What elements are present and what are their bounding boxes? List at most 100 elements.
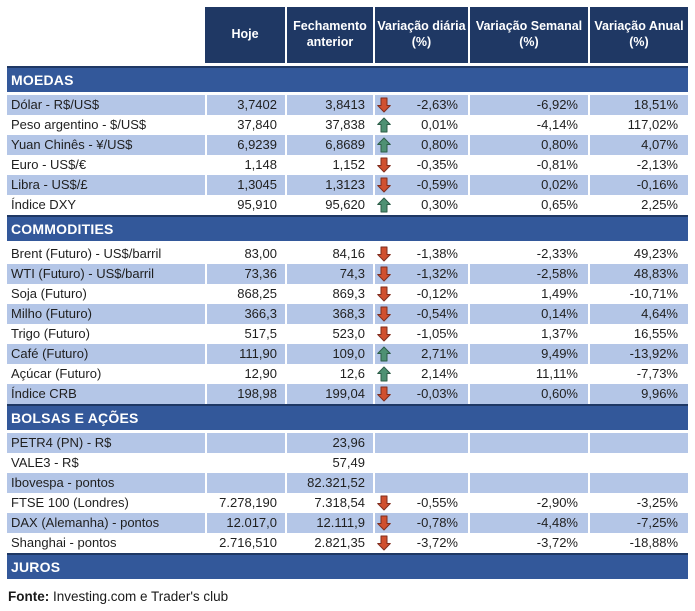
cell-fechamento-anterior: 82.321,52 [285, 473, 373, 493]
cell-hoje: 6,9239 [205, 135, 285, 155]
cell-variacao-semanal: 1,37% [468, 324, 588, 344]
section-title: COMMODITIES [11, 221, 114, 237]
cell-fechamento-anterior: 74,3 [285, 264, 373, 284]
cell-fechamento-anterior: 3,8413 [285, 95, 373, 115]
cell-hoje: 7.278,190 [205, 493, 285, 513]
row-label: Café (Futuro) [7, 344, 205, 364]
down-arrow-icon [377, 97, 391, 113]
cell-hoje: 2.716,510 [205, 533, 285, 553]
variacao-diaria-value: 0,01% [421, 117, 458, 132]
cell-fechamento-anterior: 23,96 [285, 433, 373, 453]
cell-fechamento-anterior: 523,0 [285, 324, 373, 344]
cell-variacao-semanal [468, 433, 588, 453]
cell-variacao-semanal: -2,90% [468, 493, 588, 513]
cell-variacao-semanal: -2,33% [468, 244, 588, 264]
header-corner-cell [7, 7, 205, 63]
down-arrow-icon [377, 246, 391, 262]
section-title: JUROS [11, 559, 61, 575]
table-body: MOEDAS Dólar - R$/US$ 3,7402 3,8413 -2,63% -6… [7, 66, 688, 579]
row-label: Shanghai - pontos [11, 535, 117, 550]
cell-hoje [205, 433, 285, 453]
up-arrow-icon [377, 346, 391, 362]
table-row-milho-futuro: Milho (Futuro) 366,3 368,3 -0,54% 0,14% 4,64% [7, 304, 688, 324]
row-label: Euro - US$/€ [11, 157, 87, 172]
cell-variacao-diaria: -0,54% [373, 304, 468, 324]
variacao-diaria-value: -0,03% [416, 386, 458, 401]
down-arrow-icon [377, 515, 391, 531]
cell-fechamento-anterior: 84,16 [285, 244, 373, 264]
variacao-diaria-value: -0,59% [416, 177, 458, 192]
variacao-diaria-value: 0,80% [421, 137, 458, 152]
variacao-diaria-value: -0,78% [416, 515, 458, 530]
cell-variacao-diaria: -0,78% [373, 513, 468, 533]
cell-hoje: 12,90 [205, 364, 285, 384]
source-label: Fonte: [8, 589, 50, 604]
table-row-brent-futuro-us-barril: Brent (Futuro) - US$/barril 83,00 84,16 -1,… [7, 244, 688, 264]
cell-variacao-anual: 4,64% [588, 304, 688, 324]
cell-fechamento-anterior: 12,6 [285, 364, 373, 384]
variacao-diaria-value: -0,54% [416, 306, 458, 321]
cell-variacao-semanal: 1,49% [468, 284, 588, 304]
cell-hoje [205, 453, 285, 473]
table-row-peso-argentino-us: Peso argentino - $/US$ 37,840 37,838 0,01% -… [7, 115, 688, 135]
cell-variacao-diaria: 0,30% [373, 195, 468, 215]
cell-variacao-diaria: -1,32% [373, 264, 468, 284]
variacao-diaria-value: -0,35% [416, 157, 458, 172]
cell-variacao-semanal: 0,65% [468, 195, 588, 215]
table-row-vale3-r: VALE3 - R$ 57,49 [7, 453, 688, 473]
table-row-ftse-100-londres: FTSE 100 (Londres) 7.278,190 7.318,54 -0,55… [7, 493, 688, 513]
row-label: Dólar - R$/US$ [7, 95, 205, 115]
cell-hoje: 12.017,0 [205, 513, 285, 533]
row-label: Brent (Futuro) - US$/barril [11, 246, 162, 261]
cell-hoje [205, 473, 285, 493]
column-header-variacao-semanal: Variação Semanal (%) [468, 7, 588, 63]
cell-variacao-semanal: -4,14% [468, 115, 588, 135]
cell-variacao-diaria: -0,35% [373, 155, 468, 175]
cell-fechamento-anterior: 6,8689 [285, 135, 373, 155]
cell-fechamento-anterior: 2.821,35 [285, 533, 373, 553]
column-header-row: Hoje Fechamento anterior Variação diária… [7, 7, 688, 63]
cell-variacao-anual: 49,23% [588, 244, 688, 264]
source-note: Fonte: Investing.com e Trader's club [7, 589, 688, 604]
cell-variacao-anual: -7,73% [588, 364, 688, 384]
row-label: Yuan Chinês - ¥/US$ [7, 135, 205, 155]
cell-variacao-anual: -13,92% [588, 344, 688, 364]
cell-variacao-diaria [373, 473, 468, 493]
down-arrow-icon [377, 495, 391, 511]
row-label: Soja (Futuro) [11, 286, 87, 301]
cell-fechamento-anterior: 1,3123 [285, 175, 373, 195]
cell-hoje: 1,148 [205, 155, 285, 175]
table-row-wti-futuro-us-barril: WTI (Futuro) - US$/barril 73,36 74,3 -1,32%… [7, 264, 688, 284]
up-arrow-icon [377, 197, 391, 213]
down-arrow-icon [377, 177, 391, 193]
cell-hoje: 198,98 [205, 384, 285, 404]
cell-variacao-diaria: -2,63% [373, 95, 468, 115]
row-label: FTSE 100 (Londres) [11, 495, 129, 510]
down-arrow-icon [377, 306, 391, 322]
cell-hoje: 73,36 [205, 264, 285, 284]
variacao-diaria-value: -1,38% [416, 246, 458, 261]
cell-fechamento-anterior: 1,152 [285, 155, 373, 175]
cell-fechamento-anterior: 869,3 [285, 284, 373, 304]
down-arrow-icon [377, 535, 391, 551]
cell-variacao-anual: -7,25% [588, 513, 688, 533]
variacao-diaria-value: -2,63% [416, 97, 458, 112]
table-row-euro-us: Euro - US$/€ 1,148 1,152 -0,35% -0,81% -2,13% [7, 155, 688, 175]
row-label: Libra - US$/£ [7, 175, 205, 195]
section-header-commodities: COMMODITIES [7, 215, 688, 241]
variacao-diaria-value: 2,14% [421, 366, 458, 381]
section-title: MOEDAS [11, 72, 74, 88]
cell-variacao-anual: 48,83% [588, 264, 688, 284]
down-arrow-icon [377, 286, 391, 302]
no-arrow [377, 475, 391, 491]
cell-variacao-anual: 117,02% [588, 115, 688, 135]
row-label: Índice CRB [7, 384, 205, 404]
cell-variacao-diaria: -0,59% [373, 175, 468, 195]
section-header-bolsas-e-acoes: BOLSAS E AÇÕES [7, 404, 688, 430]
no-arrow [377, 455, 391, 471]
cell-variacao-semanal [468, 473, 588, 493]
cell-variacao-anual: -10,71% [588, 284, 688, 304]
cell-variacao-diaria: 0,01% [373, 115, 468, 135]
cell-variacao-anual: -0,16% [588, 175, 688, 195]
table-row-petr4-pn-r: PETR4 (PN) - R$ 23,96 [7, 433, 688, 453]
